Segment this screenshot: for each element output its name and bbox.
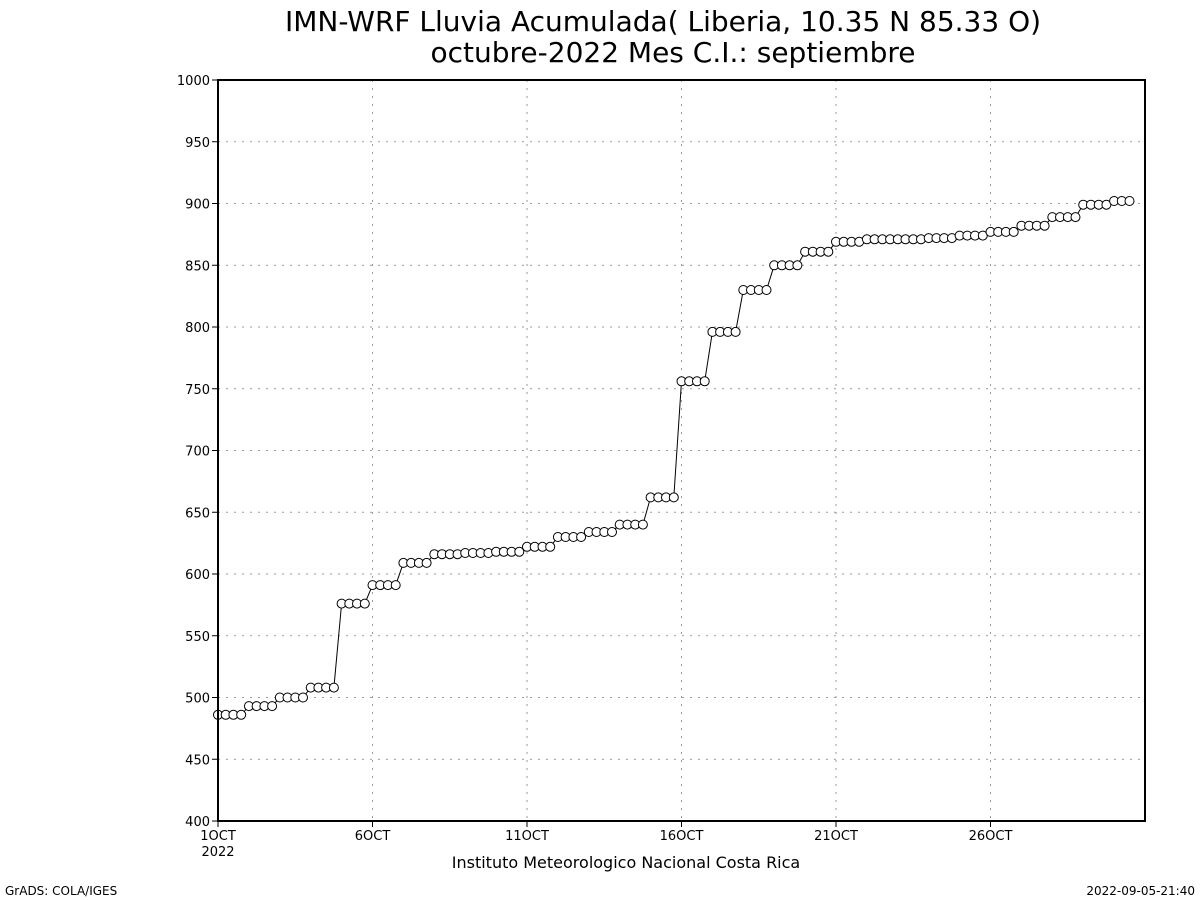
chart-title: IMN-WRF Lluvia Acumulada( Liberia, 10.35… xyxy=(285,5,1041,38)
data-point xyxy=(730,326,741,337)
y-tick-label: 550 xyxy=(185,630,210,645)
x-tick-sublabel: 2022 xyxy=(201,845,234,860)
y-tick-label: 850 xyxy=(185,259,210,274)
y-tick-label: 500 xyxy=(185,692,210,707)
x-tick-label: 16OCT xyxy=(660,829,704,844)
data-point xyxy=(359,598,370,609)
data-point xyxy=(607,527,617,537)
data-point xyxy=(1008,226,1019,237)
data-point xyxy=(390,580,401,591)
x-tick-label: 6OCT xyxy=(355,829,391,844)
y-tick-label: 650 xyxy=(185,506,210,521)
data-point xyxy=(267,701,278,712)
y-tick-label: 900 xyxy=(185,198,210,213)
data-point xyxy=(668,492,679,503)
y-tick-label: 750 xyxy=(185,383,210,398)
software-credit: GrADS: COLA/IGES xyxy=(5,884,117,898)
data-point xyxy=(637,519,648,530)
data-point xyxy=(514,546,525,557)
data-point xyxy=(421,557,432,568)
series-layer xyxy=(213,196,1135,720)
x-tick-label: 1OCT xyxy=(200,829,236,844)
timestamp-label: 2022-09-05-21:40 xyxy=(1086,884,1195,898)
y-tick-label: 1000 xyxy=(177,74,210,89)
x-tick-label: 26OCT xyxy=(969,829,1013,844)
data-point xyxy=(545,541,556,552)
plot-frame xyxy=(217,79,1146,822)
data-point xyxy=(576,532,587,542)
data-point xyxy=(328,682,339,693)
data-point xyxy=(823,246,834,257)
data-point xyxy=(792,260,803,271)
x-tick-label: 11OCT xyxy=(505,829,549,844)
data-point xyxy=(298,692,308,703)
y-tick-label: 800 xyxy=(185,321,210,336)
data-point xyxy=(761,285,772,295)
data-point xyxy=(1070,212,1081,223)
y-tick-label: 600 xyxy=(185,568,210,583)
y-tick-label: 950 xyxy=(185,136,210,151)
data-point xyxy=(236,709,247,720)
data-point xyxy=(699,376,710,387)
institution-label: Instituto Meteorologico Nacional Costa R… xyxy=(452,853,800,872)
data-point xyxy=(1039,220,1050,231)
data-point xyxy=(1124,196,1135,206)
y-tick-label: 400 xyxy=(185,815,210,830)
y-tick-label: 700 xyxy=(185,445,210,460)
grid-lines xyxy=(218,80,1145,821)
x-tick-label: 21OCT xyxy=(814,829,858,844)
y-tick-label: 450 xyxy=(185,753,210,768)
y-axis: 400 450 500 550 600 650 700 750 800 850 900 950 1000 xyxy=(177,74,218,830)
chart-subtitle: octubre-2022 Mes C.I.: septiembre xyxy=(431,36,916,69)
